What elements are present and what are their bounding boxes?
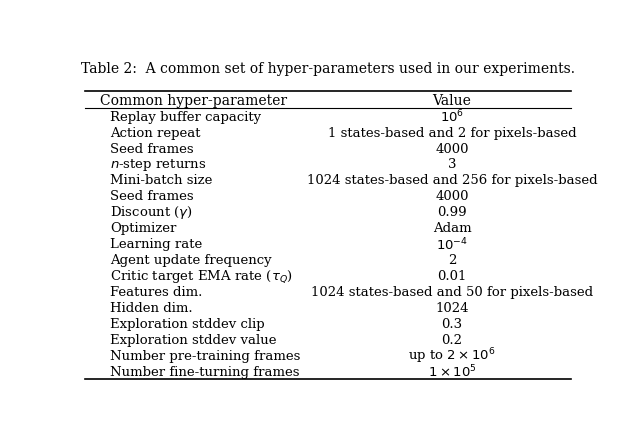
Text: $10^6$: $10^6$: [440, 108, 464, 125]
Text: 0.99: 0.99: [437, 206, 467, 219]
Text: Optimizer: Optimizer: [110, 222, 176, 235]
Text: $n$-step returns: $n$-step returns: [110, 157, 206, 172]
Text: Learning rate: Learning rate: [110, 238, 202, 251]
Text: Common hyper-parameter: Common hyper-parameter: [100, 94, 287, 108]
Text: Replay buffer capacity: Replay buffer capacity: [110, 111, 261, 123]
Text: $1 \times 10^5$: $1 \times 10^5$: [428, 363, 476, 380]
Text: Number fine-turning frames: Number fine-turning frames: [110, 365, 300, 378]
Text: Value: Value: [433, 94, 472, 108]
Text: Mini-batch size: Mini-batch size: [110, 174, 212, 187]
Text: Number pre-training frames: Number pre-training frames: [110, 349, 300, 362]
Text: Critic target EMA rate ($\tau_Q$): Critic target EMA rate ($\tau_Q$): [110, 267, 292, 284]
Text: Seed frames: Seed frames: [110, 190, 193, 203]
Text: 1024 states-based and 50 for pixels-based: 1024 states-based and 50 for pixels-base…: [311, 286, 593, 298]
Text: Action repeat: Action repeat: [110, 126, 200, 139]
Text: Discount ($\gamma$): Discount ($\gamma$): [110, 204, 193, 221]
Text: 1024: 1024: [435, 301, 468, 314]
Text: 0.2: 0.2: [442, 333, 463, 346]
Text: 1024 states-based and 256 for pixels-based: 1024 states-based and 256 for pixels-bas…: [307, 174, 597, 187]
Text: Agent update frequency: Agent update frequency: [110, 254, 271, 267]
Text: Adam: Adam: [433, 222, 471, 235]
Text: 1 states-based and 2 for pixels-based: 1 states-based and 2 for pixels-based: [328, 126, 576, 139]
Text: Seed frames: Seed frames: [110, 142, 193, 155]
Text: 2: 2: [448, 254, 456, 267]
Text: $10^{-4}$: $10^{-4}$: [436, 236, 468, 252]
Text: 0.3: 0.3: [442, 317, 463, 330]
Text: Exploration stddev value: Exploration stddev value: [110, 333, 276, 346]
Text: 0.01: 0.01: [437, 270, 467, 283]
Text: 4000: 4000: [435, 190, 468, 203]
Text: Features dim.: Features dim.: [110, 286, 202, 298]
Text: 4000: 4000: [435, 142, 468, 155]
Text: Hidden dim.: Hidden dim.: [110, 301, 193, 314]
Text: Exploration stddev clip: Exploration stddev clip: [110, 317, 264, 330]
Text: up to $2 \times 10^6$: up to $2 \times 10^6$: [408, 346, 496, 366]
Text: Table 2:  A common set of hyper-parameters used in our experiments.: Table 2: A common set of hyper-parameter…: [81, 61, 575, 76]
Text: 3: 3: [448, 158, 456, 171]
